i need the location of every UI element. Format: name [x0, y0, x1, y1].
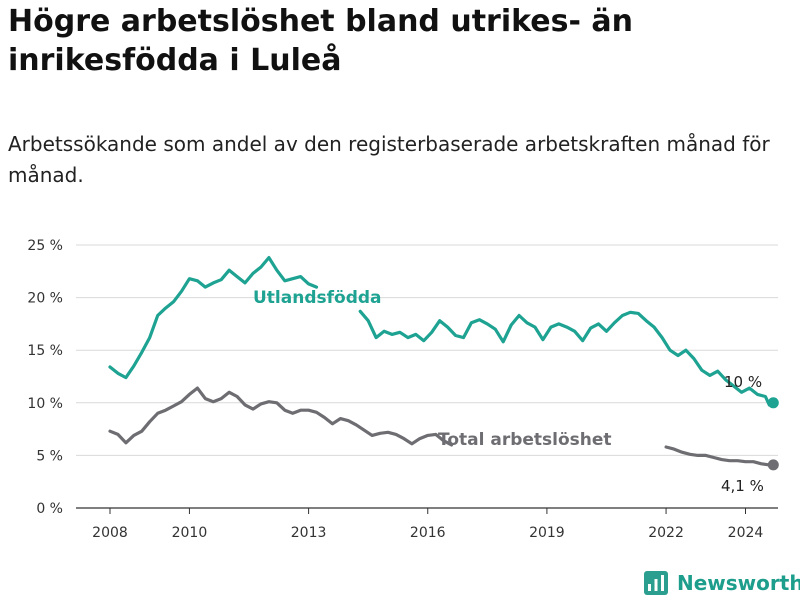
y-tick-label: 0 %	[36, 501, 63, 517]
x-tick-label: 2022	[648, 525, 684, 541]
end-label-total: 4,1 %	[721, 477, 764, 495]
series-label-utlandsfodda: Utlandsfödda	[253, 288, 382, 308]
chart-subtitle: Arbetssökande som andel av den registerb…	[8, 132, 770, 187]
series-line-0	[108, 256, 319, 380]
series-labels: Utlandsfödda Total arbetslöshet 10 % 4,1…	[253, 288, 764, 495]
grid-lines	[76, 244, 778, 456]
series-end-point-0	[767, 397, 779, 409]
x-tick-label: 2016	[410, 525, 446, 541]
brand-name: Newsworthy	[677, 571, 800, 595]
x-tick-label: 2010	[172, 525, 208, 541]
x-tick-label: 2019	[529, 525, 565, 541]
x-tick-label: 2013	[291, 525, 327, 541]
x-tick-label: 2024	[728, 525, 764, 541]
series-end-point-1	[767, 459, 779, 471]
chart-title: Högre arbetslöshet bland utrikes- än inr…	[8, 4, 633, 78]
brand-footer: Newsworthy	[644, 568, 800, 598]
series-line-1	[108, 386, 454, 447]
y-tick-label: 5 %	[36, 448, 63, 464]
y-tick-label: 15 %	[27, 343, 63, 359]
series-line-0	[358, 309, 775, 407]
end-label-utlandsfodda: 10 %	[724, 373, 762, 391]
y-tick-label: 10 %	[27, 396, 63, 412]
x-tick-label: 2008	[92, 525, 128, 541]
y-tick-label: 25 %	[27, 238, 63, 254]
newsworthy-bar-chart-logo-icon	[644, 571, 668, 595]
y-tick-label: 20 %	[27, 291, 63, 307]
series-lines	[108, 256, 779, 471]
axes: 0 % 5 % 10 % 15 % 20 % 25 % 2008 2010 2013 2016 20…	[27, 238, 778, 541]
series-label-total: Total arbetslöshet	[438, 430, 612, 450]
series-line-1	[664, 445, 775, 467]
